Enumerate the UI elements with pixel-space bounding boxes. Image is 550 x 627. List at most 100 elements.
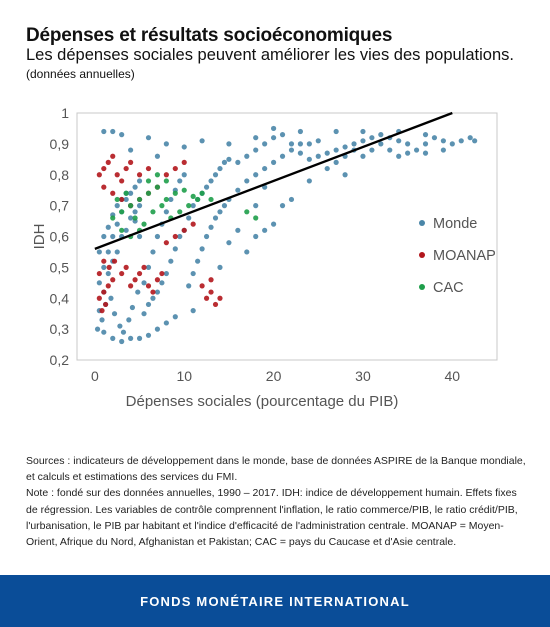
point-moanap: [119, 196, 125, 203]
trend-line: [94, 111, 453, 250]
point-monde: [396, 138, 402, 144]
point-monde: [111, 311, 118, 317]
point-monde: [108, 295, 114, 301]
point-monde: [208, 178, 214, 184]
point-monde: [132, 209, 138, 215]
point-moanap: [119, 270, 125, 277]
point-cac: [141, 221, 147, 227]
point-moanap: [203, 295, 210, 301]
point-cac: [177, 209, 183, 215]
point-monde: [253, 135, 259, 141]
point-monde: [387, 147, 393, 153]
point-monde: [212, 172, 219, 178]
point-monde: [128, 147, 134, 153]
point-monde: [163, 270, 169, 277]
point-cac: [253, 215, 259, 221]
y-axis-label: IDH: [31, 224, 48, 250]
point-monde: [159, 280, 165, 286]
point-monde: [306, 156, 312, 162]
point-monde: [190, 270, 196, 277]
legend-label-moanap: MOANAP: [433, 248, 496, 264]
point-monde: [297, 141, 304, 147]
point-monde: [94, 326, 101, 332]
legend-label-cac: CAC: [433, 280, 464, 296]
point-cac: [119, 227, 125, 233]
point-monde: [110, 233, 116, 240]
point-monde: [129, 304, 136, 311]
point-monde: [128, 190, 134, 196]
point-cac: [208, 196, 214, 203]
page-title: Dépenses et résultats socioéconomiques: [26, 25, 393, 46]
point-monde: [244, 249, 250, 255]
point-cac: [145, 190, 152, 196]
point-monde: [351, 141, 357, 147]
point-moanap: [190, 221, 196, 227]
x-tick-label: 20: [266, 368, 282, 384]
point-monde: [199, 138, 205, 144]
point-monde: [431, 135, 438, 141]
point-moanap: [96, 295, 102, 301]
point-monde: [120, 329, 127, 335]
point-cac: [172, 190, 178, 196]
point-monde: [154, 326, 161, 332]
point-moanap: [154, 277, 161, 283]
point-monde: [253, 203, 259, 209]
point-monde: [154, 153, 161, 159]
point-moanap: [128, 283, 134, 289]
point-moanap: [145, 283, 152, 289]
point-monde: [110, 335, 116, 341]
point-cac: [154, 172, 161, 178]
point-moanap: [99, 308, 105, 314]
legend-marker-monde: [419, 220, 425, 226]
y-tick-label: 1: [61, 105, 69, 121]
point-monde: [114, 249, 120, 255]
x-tick-label: 30: [355, 368, 371, 384]
point-monde: [253, 172, 259, 178]
point-monde: [96, 249, 102, 255]
point-moanap: [212, 301, 219, 308]
point-monde: [360, 128, 366, 135]
y-tick-label: 0,6: [50, 229, 70, 245]
x-tick-label: 40: [445, 368, 461, 384]
point-monde: [101, 233, 107, 240]
point-monde: [163, 209, 169, 215]
point-monde: [181, 172, 187, 178]
point-monde: [119, 338, 125, 345]
point-monde: [244, 178, 250, 184]
point-monde: [141, 311, 147, 317]
point-moanap: [150, 289, 156, 295]
point-monde: [114, 221, 120, 227]
point-monde: [262, 165, 268, 172]
point-monde: [136, 178, 143, 184]
point-monde: [99, 317, 105, 323]
point-monde: [333, 128, 339, 135]
point-monde: [212, 215, 219, 221]
point-monde: [168, 258, 174, 264]
plot-area: [76, 112, 498, 361]
point-monde: [154, 233, 161, 240]
x-axis-label: Dépenses sociales (pourcentage du PIB): [126, 393, 399, 410]
point-moanap: [111, 258, 118, 264]
point-monde: [472, 138, 478, 144]
point-monde: [413, 147, 420, 153]
point-monde: [288, 141, 295, 147]
point-monde: [110, 128, 116, 135]
point-monde: [253, 147, 259, 153]
point-moanap: [181, 227, 187, 233]
point-cac: [195, 196, 201, 203]
point-monde: [226, 141, 232, 147]
point-monde: [128, 215, 134, 221]
point-monde: [297, 128, 304, 135]
point-monde: [378, 141, 384, 147]
point-moanap: [101, 184, 107, 190]
point-monde: [168, 196, 174, 203]
point-monde: [128, 335, 134, 341]
x-tick-label: 0: [91, 368, 99, 384]
x-tick-label: 10: [176, 368, 192, 384]
point-monde: [203, 233, 210, 240]
point-moanap: [101, 289, 107, 295]
point-monde: [360, 138, 366, 144]
point-cac: [150, 209, 156, 215]
y-tick-label: 0,8: [50, 167, 70, 183]
point-monde: [253, 233, 259, 240]
